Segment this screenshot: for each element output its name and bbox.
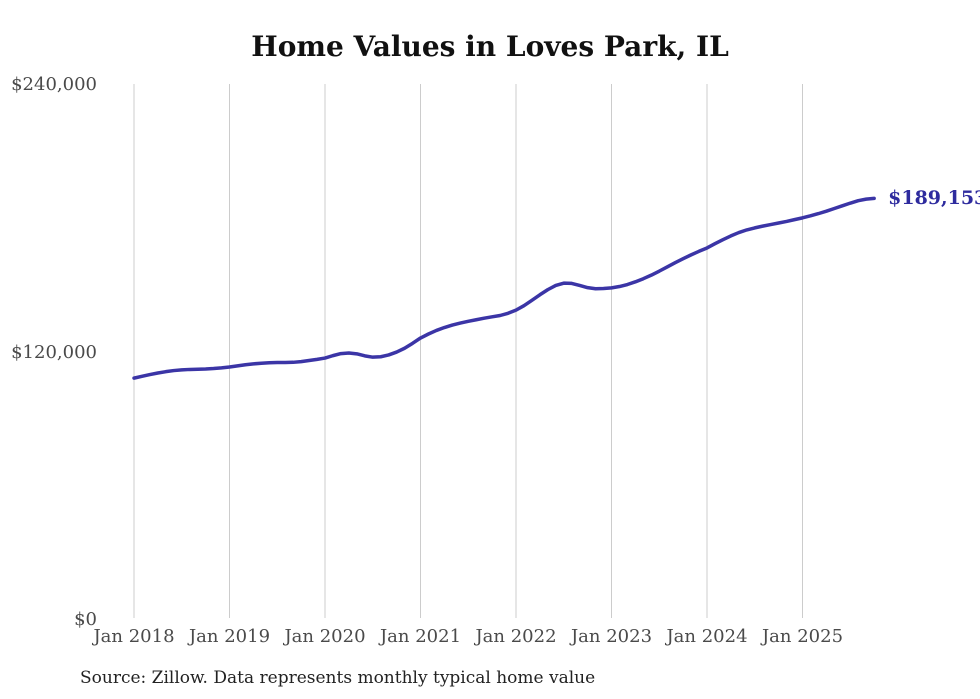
y-axis-tick-label: $120,000 (11, 341, 97, 363)
x-axis-tick-label: Jan 2024 (666, 626, 748, 647)
x-axis-tick-label: Jan 2019 (188, 626, 271, 647)
y-axis-tick-label: $0 (74, 609, 97, 630)
gridline-group (133, 84, 803, 618)
x-axis-tick-label: Jan 2025 (761, 626, 844, 647)
home-value-line (132, 196, 876, 380)
x-axis-tick-label: Jan 2020 (284, 626, 366, 647)
source-note: Source: Zillow. Data represents monthly … (80, 668, 596, 688)
x-axis-tick-label: Jan 2021 (379, 626, 462, 647)
end-value-label: $189,153 (888, 187, 980, 210)
chart-title: Home Values in Loves Park, IL (251, 30, 729, 63)
x-axis-tick-label: Jan 2022 (475, 626, 557, 647)
x-axis-tick-label: Jan 2023 (570, 626, 653, 647)
y-axis-tick-label: $240,000 (11, 74, 97, 95)
x-axis-tick-label: Jan 2018 (93, 626, 175, 647)
